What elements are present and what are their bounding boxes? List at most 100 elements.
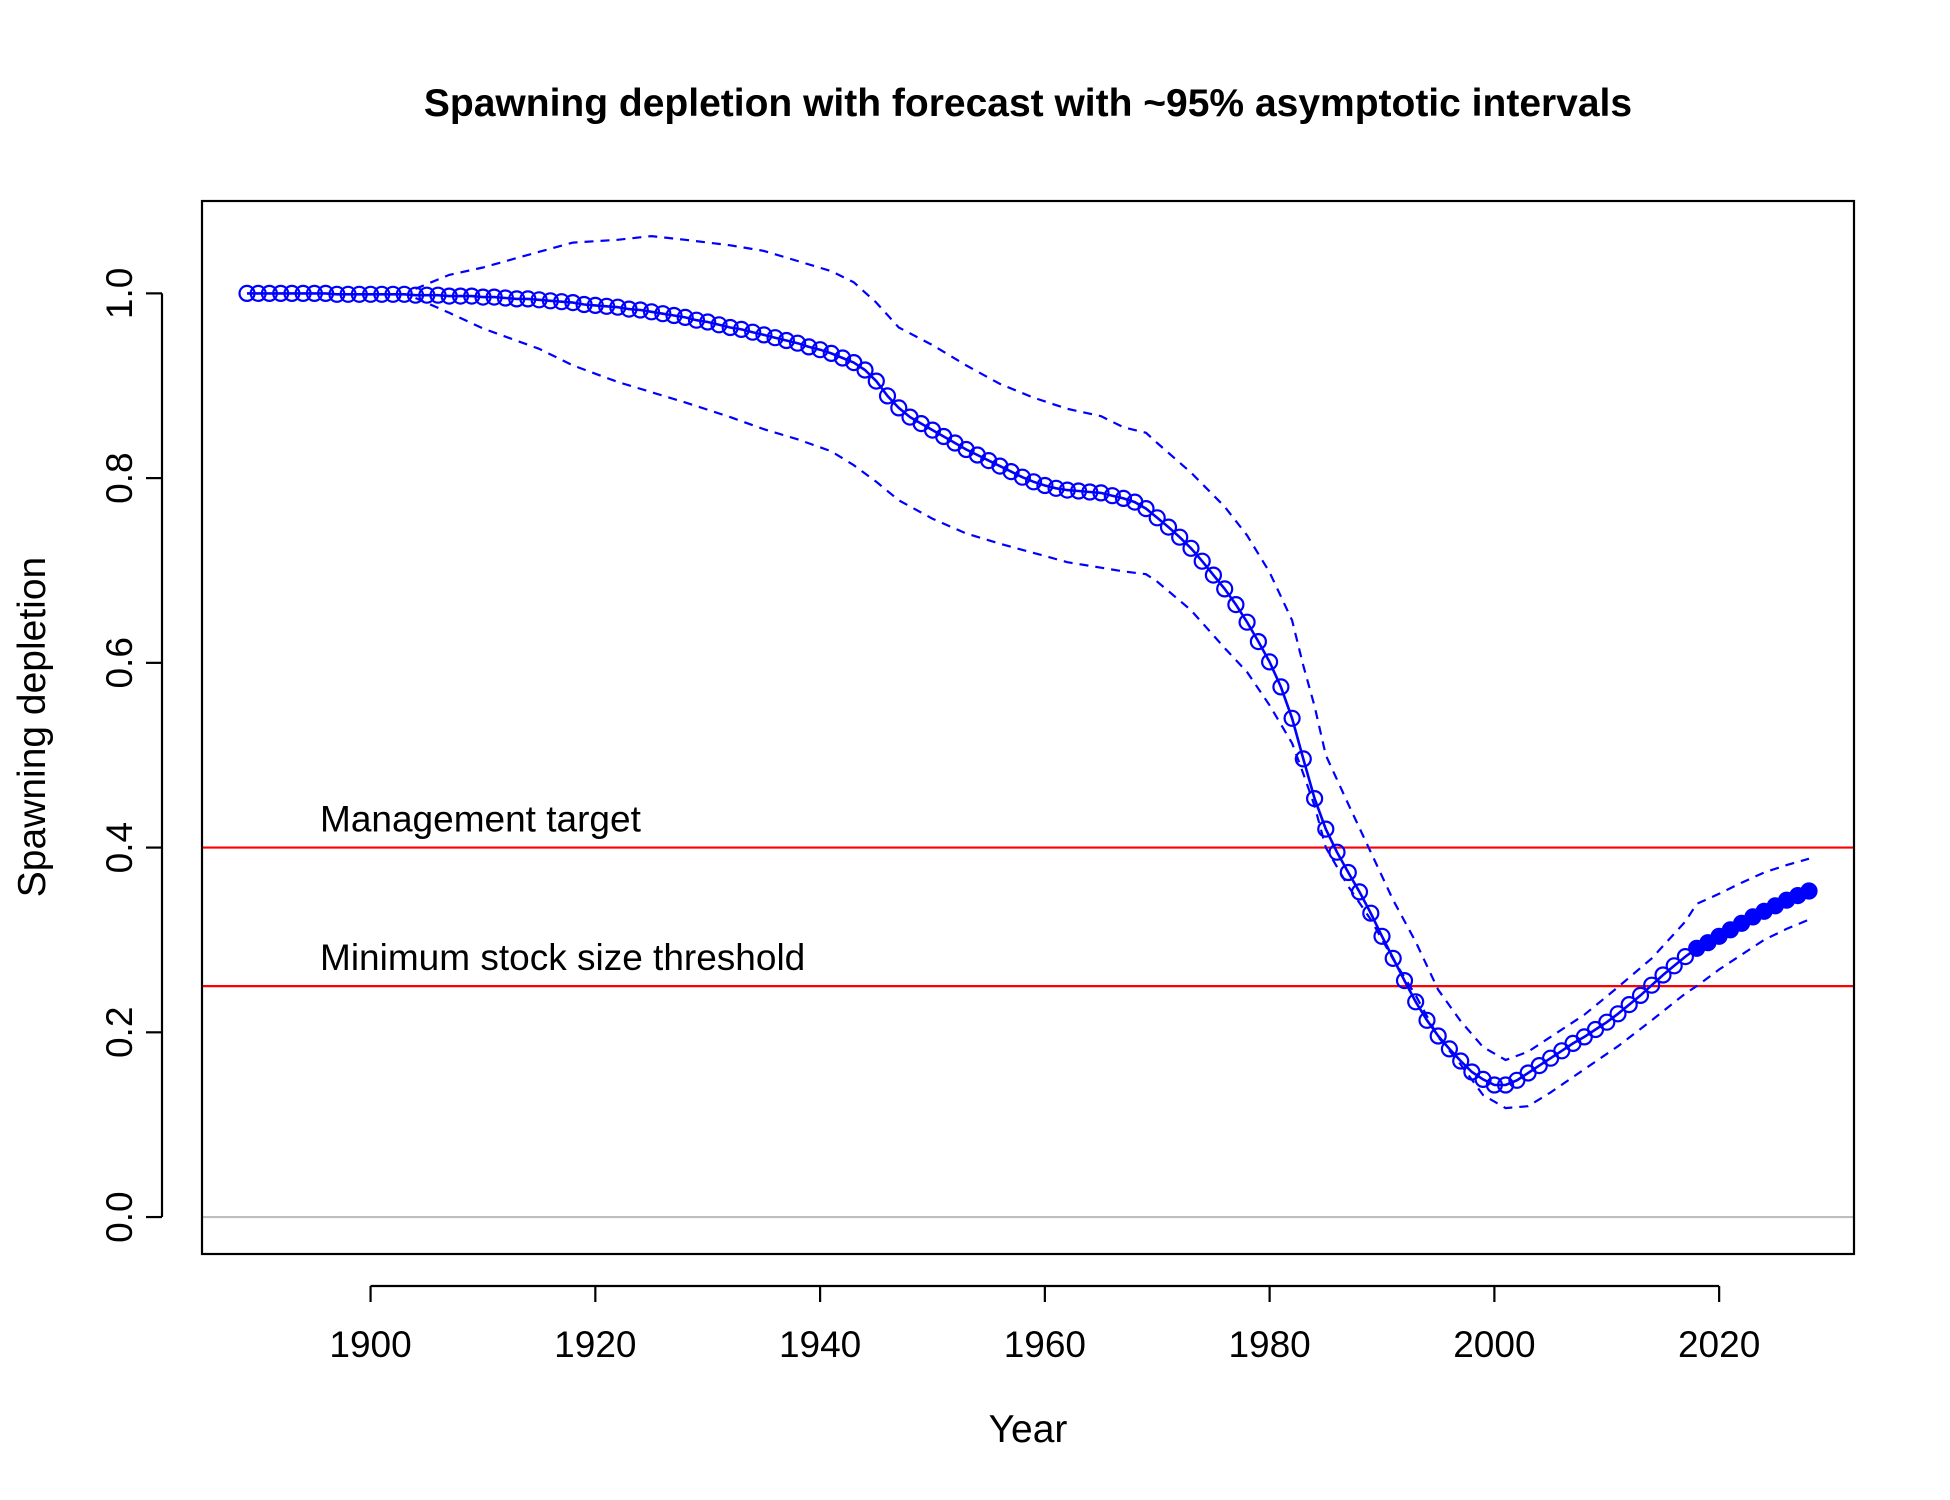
estimate-point [1013,468,1032,486]
estimate-point [1485,1076,1504,1094]
estimate-point [642,303,661,321]
estimate-point [485,288,503,306]
estimate-point [418,286,436,304]
estimate-point [1159,518,1178,536]
series-estimate-line [247,292,1810,1087]
estimate-point [1631,986,1650,1005]
estimate-point [339,285,357,303]
estimate-point [406,286,425,304]
estimate-point [384,285,402,303]
estimate-point [1238,613,1256,631]
estimate-point [362,285,380,303]
chart-title: Spawning depletion with forecast with ~9… [424,82,1632,125]
x-axis-label: Year [989,1408,1068,1451]
y-axis: 0.0 0.2 0.4 0.6 0.8 1.0 [99,268,164,1243]
estimate-point [373,285,391,303]
estimate-point [755,326,773,344]
estimate-point [654,305,672,323]
estimate-point [1294,750,1312,768]
estimate-point [429,286,447,304]
y-tick-label: 1.0 [99,268,140,319]
plot-frame [200,199,1856,1256]
estimate-point [496,289,514,307]
estimate-point [440,287,458,305]
estimate-point [519,290,537,308]
estimate-point [721,318,739,337]
estimate-point [766,329,784,347]
estimate-point [305,284,323,302]
estimate-point [744,323,762,341]
estimate-point [395,285,413,303]
estimate-point [260,284,278,302]
estimate-point [1418,1011,1436,1029]
estimate-point [1496,1076,1515,1094]
estimate-point [1058,481,1076,499]
estimate-point [777,331,796,350]
y-tick-label: 0.8 [99,452,140,503]
estimate-point [800,338,818,356]
estimate-point [586,296,604,314]
estimate-point [1216,580,1234,598]
estimate-point [710,316,728,334]
series-upper-95 [415,234,1810,1062]
reference-line-label-1: Minimum stock size threshold [320,937,805,978]
y-tick-label: 0.2 [99,1007,140,1058]
estimate-point [530,291,548,309]
estimate-point [1609,1005,1627,1023]
estimate-point [1092,484,1110,502]
x-tick-label: 1940 [779,1324,861,1365]
estimate-point [552,293,571,311]
estimate-point [1036,476,1054,495]
estimate-point [1440,1040,1459,1058]
estimate-point [833,349,852,367]
estimate-point [788,334,807,352]
x-tick-label: 1960 [1004,1324,1086,1365]
estimate-point [1328,843,1346,861]
estimate-point [1227,595,1245,614]
estimate-point [1654,966,1672,984]
forecast-point [1800,882,1818,900]
estimate-point [283,284,301,302]
estimate-point [238,284,256,302]
estimate-point [317,284,335,302]
estimate-point [687,311,706,329]
estimate-point [811,341,829,359]
estimate-point [856,361,874,379]
x-tick-label: 1920 [554,1324,636,1365]
estimate-point [1283,709,1301,727]
estimate-point [294,284,312,302]
y-tick-label: 0.0 [99,1191,140,1242]
estimate-point [1114,489,1133,507]
estimate-point [1148,509,1166,527]
estimate-point [1081,483,1099,501]
estimate-point [1665,957,1683,975]
y-tick-label: 0.4 [99,822,140,873]
estimate-point [609,298,627,316]
estimate-point [732,320,751,338]
estimate-point [665,306,683,325]
estimate-point [474,288,492,306]
estimate-point [1350,883,1369,901]
estimate-point [1103,487,1121,505]
estimate-point [620,300,638,318]
estimate-point [1193,552,1211,570]
estimate-point [249,284,267,302]
estimate-point [676,308,694,326]
estimate-point [508,290,526,308]
estimate-point [1407,993,1425,1011]
estimate-point [1317,820,1335,838]
estimate-point [1643,976,1661,994]
estimate-point [1069,482,1088,500]
estimate-point [1024,473,1043,491]
estimate-point [272,284,290,302]
x-tick-label: 2020 [1678,1324,1760,1365]
estimate-point [564,294,582,312]
estimate-point [1676,947,1695,966]
estimate-point [1339,863,1357,882]
estimate-point [1260,653,1279,671]
series-lower-95 [415,296,1810,1110]
estimate-point [1204,566,1223,584]
estimate-point [1305,789,1324,808]
estimate-point [1452,1052,1470,1070]
